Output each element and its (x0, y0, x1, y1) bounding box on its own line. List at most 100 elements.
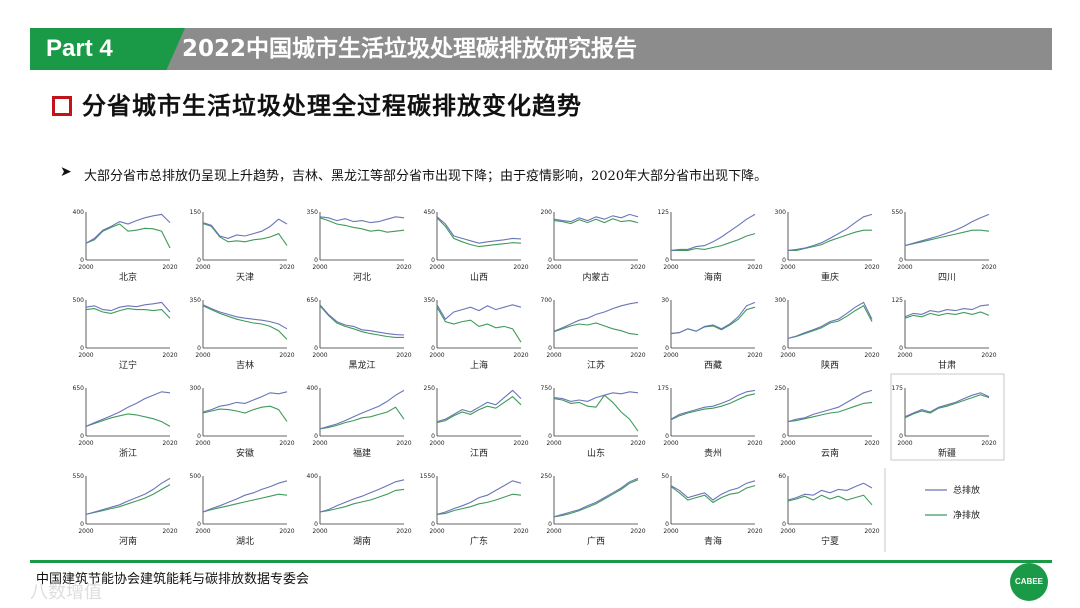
total-emission-line (904, 392, 990, 418)
total-emission-line (553, 213, 639, 223)
legend-net-label: 净排放 (953, 509, 980, 521)
total-emission-line (202, 304, 288, 330)
x-tick-label-start: 2000 (663, 528, 678, 535)
y-zero-tick-label: 0 (899, 257, 903, 264)
arrow-bullet-icon: ➤ (60, 164, 72, 180)
x-tick-label-start: 2000 (429, 352, 444, 359)
ymax-tick-label: 550 (892, 209, 904, 216)
y-zero-tick-label: 0 (665, 521, 669, 528)
ymax-tick-label: 400 (307, 385, 319, 392)
province-label: 贵州 (704, 447, 722, 459)
province-label: 重庆 (821, 271, 839, 283)
bullet-text: 大部分省市总排放仍呈现上升趋势，吉林、黑龙江等部分省市出现下降；由于疫情影响，2… (84, 169, 768, 184)
ymax-tick-label: 175 (892, 385, 904, 392)
ymax-tick-label: 1550 (420, 473, 435, 480)
section-title: 分省城市生活垃圾处理全过程碳排放变化趋势 (82, 91, 582, 120)
net-emission-line (85, 223, 171, 249)
y-zero-tick-label: 0 (431, 345, 435, 352)
net-emission-line (670, 485, 756, 504)
net-emission-line (436, 395, 522, 424)
ymax-tick-label: 30 (661, 297, 669, 304)
x-tick-label-end: 2020 (747, 352, 762, 359)
net-emission-line (202, 305, 288, 340)
x-tick-label-start: 2000 (780, 528, 795, 535)
x-tick-label-end: 2020 (981, 264, 996, 271)
x-tick-label-start: 2000 (195, 264, 210, 271)
ymax-tick-label: 350 (307, 209, 319, 216)
x-tick-label-end: 2020 (396, 440, 411, 447)
net-emission-line (436, 306, 522, 343)
province-label: 云南 (821, 447, 839, 459)
ymax-tick-label: 650 (307, 297, 319, 304)
x-tick-label-start: 2000 (663, 352, 678, 359)
y-zero-tick-label: 0 (80, 257, 84, 264)
x-tick-label-end: 2020 (513, 440, 528, 447)
title-bar (30, 28, 1052, 70)
y-zero-tick-label: 0 (665, 345, 669, 352)
total-emission-line (787, 301, 873, 339)
y-zero-tick-label: 0 (782, 345, 786, 352)
x-tick-label-start: 2000 (78, 528, 93, 535)
province-label: 新疆 (938, 447, 956, 459)
y-zero-tick-label: 0 (665, 257, 669, 264)
province-label: 湖北 (236, 536, 254, 547)
x-tick-label-start: 2000 (312, 440, 327, 447)
legend-total-label: 总排放 (953, 484, 980, 496)
x-tick-label-start: 2000 (780, 352, 795, 359)
x-tick-label-start: 2000 (78, 440, 93, 447)
province-label: 吉林 (236, 359, 254, 371)
y-zero-tick-label: 0 (782, 257, 786, 264)
y-zero-tick-label: 0 (431, 257, 435, 264)
province-label: 天津 (236, 272, 254, 283)
province-label: 陕西 (821, 359, 839, 371)
net-emission-line (202, 405, 288, 422)
x-tick-label-end: 2020 (396, 264, 411, 271)
net-emission-line (670, 393, 756, 421)
x-tick-label-end: 2020 (513, 352, 528, 359)
total-emission-line (553, 391, 639, 402)
y-zero-tick-label: 0 (314, 257, 318, 264)
net-emission-line (904, 394, 990, 419)
province-label: 四川 (938, 273, 956, 283)
x-tick-label-end: 2020 (630, 528, 645, 535)
total-emission-line (787, 389, 873, 423)
net-emission-line (553, 218, 639, 225)
y-zero-tick-label: 0 (197, 521, 201, 528)
x-tick-label-start: 2000 (429, 264, 444, 271)
x-tick-label-start: 2000 (195, 352, 210, 359)
y-zero-tick-label: 0 (197, 257, 201, 264)
ymax-tick-label: 450 (424, 209, 436, 216)
y-zero-tick-label: 0 (899, 345, 903, 352)
report-title: 2022中国城市生活垃圾处理碳排放研究报告 (182, 36, 638, 62)
x-tick-label-start: 2000 (546, 440, 561, 447)
x-tick-label-end: 2020 (396, 352, 411, 359)
x-tick-label-start: 2000 (663, 264, 678, 271)
x-tick-label-end: 2020 (513, 264, 528, 271)
province-label: 青海 (704, 535, 722, 547)
net-emission-line (904, 229, 990, 247)
y-zero-tick-label: 0 (197, 433, 201, 440)
total-emission-line (787, 213, 873, 251)
y-zero-tick-label: 0 (431, 433, 435, 440)
province-label: 黑龙江 (348, 359, 375, 371)
x-tick-label-start: 2000 (195, 440, 210, 447)
y-zero-tick-label: 0 (431, 521, 435, 528)
y-zero-tick-label: 0 (548, 257, 552, 264)
ymax-tick-label: 500 (73, 297, 85, 304)
province-label: 福建 (353, 447, 371, 459)
province-label: 江西 (470, 448, 488, 459)
total-emission-line (319, 479, 405, 513)
x-tick-label-start: 2000 (663, 440, 678, 447)
ymax-tick-label: 50 (661, 473, 669, 480)
total-emission-line (319, 389, 405, 430)
x-tick-label-start: 2000 (78, 264, 93, 271)
x-tick-label-start: 2000 (312, 528, 327, 535)
province-label: 广西 (587, 535, 605, 547)
province-label: 西藏 (704, 359, 722, 371)
net-emission-line (788, 229, 872, 251)
y-zero-tick-label: 0 (80, 433, 84, 440)
province-label: 北京 (119, 271, 137, 283)
ymax-tick-label: 350 (190, 297, 202, 304)
x-tick-label-end: 2020 (162, 440, 177, 447)
x-tick-label-start: 2000 (312, 264, 327, 271)
